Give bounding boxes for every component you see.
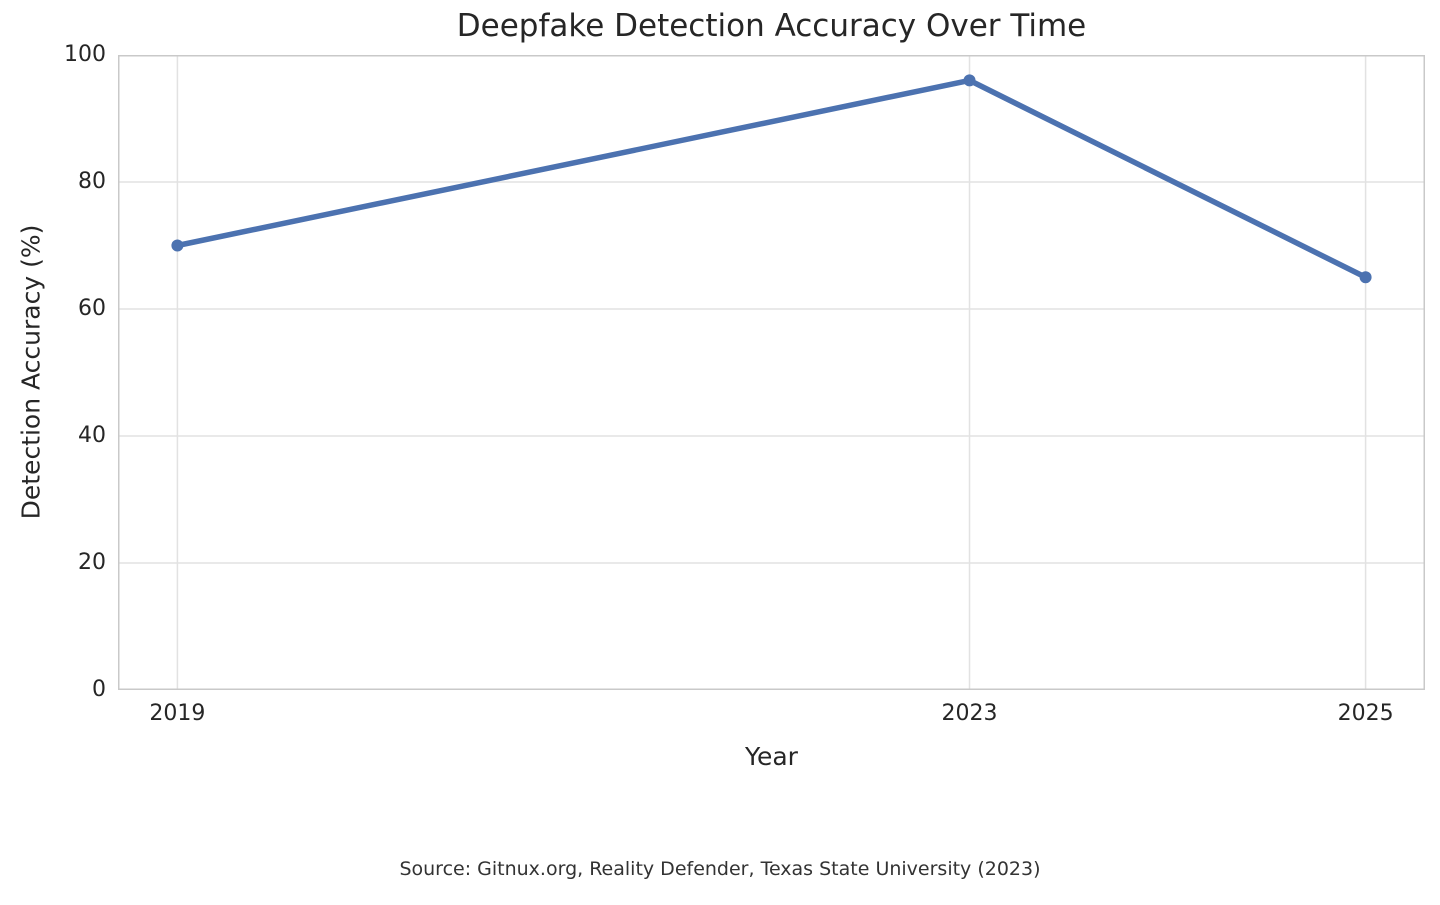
y-tick-label: 0 xyxy=(92,677,106,702)
source-caption: Source: Gitnux.org, Reality Defender, Te… xyxy=(399,858,1041,880)
y-tick-label: 100 xyxy=(64,42,106,67)
x-tick-label: 2019 xyxy=(149,701,206,726)
data-point-marker xyxy=(963,74,976,87)
chart-title: Deepfake Detection Accuracy Over Time xyxy=(456,8,1087,44)
x-axis-label: Year xyxy=(745,742,798,771)
y-tick-label: 60 xyxy=(78,296,106,321)
y-tick-label: 20 xyxy=(78,550,106,575)
plot-area xyxy=(118,55,1425,690)
y-axis-label: Detection Accuracy (%) xyxy=(16,224,46,520)
y-tick-label: 40 xyxy=(78,423,106,448)
y-tick-label: 80 xyxy=(78,169,106,194)
data-point-marker xyxy=(1359,271,1372,284)
x-tick-label: 2025 xyxy=(1337,701,1394,726)
data-point-marker xyxy=(171,239,184,252)
x-tick-label: 2023 xyxy=(941,701,998,726)
axes-spines xyxy=(118,55,1425,690)
plot-background xyxy=(118,55,1425,690)
